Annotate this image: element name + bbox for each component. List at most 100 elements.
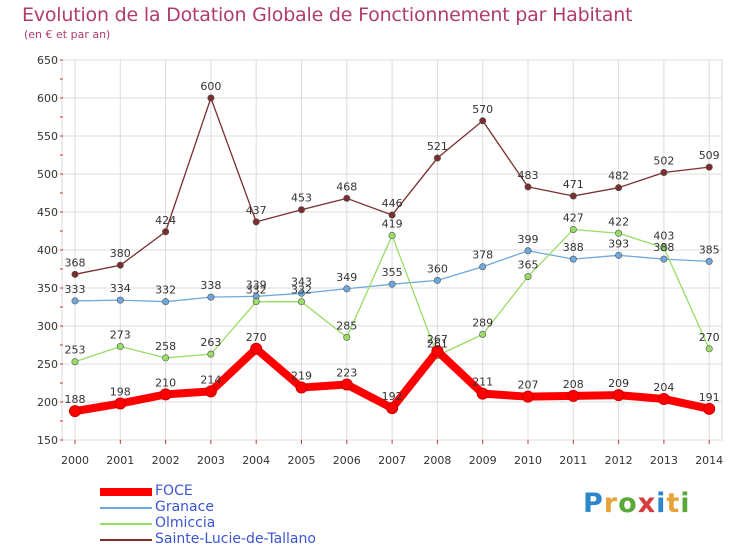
data-label: 343 [291, 275, 312, 288]
data-point [69, 405, 81, 418]
data-label: 422 [608, 215, 629, 228]
data-point [615, 184, 623, 192]
y-tick-label: 200 [37, 396, 58, 409]
data-point [297, 206, 305, 214]
data-label: 521 [427, 140, 448, 153]
data-label: 338 [200, 279, 221, 292]
data-label: 419 [382, 218, 403, 231]
data-point [524, 273, 532, 281]
data-point [660, 244, 668, 252]
data-point [705, 345, 713, 353]
data-point [343, 333, 351, 341]
data-label: 270 [699, 331, 720, 344]
chart-title: Evolution de la Dotation Globale de Fonc… [22, 4, 633, 26]
data-label: 388 [563, 241, 584, 254]
data-label: 570 [472, 103, 493, 116]
data-label: 509 [699, 149, 720, 162]
legend-label-foce: FOCE [155, 483, 193, 499]
data-label: 403 [653, 230, 674, 243]
data-point [388, 232, 396, 240]
data-point [524, 183, 532, 191]
data-point [116, 296, 124, 304]
y-tick-label: 400 [37, 244, 58, 257]
legend-label-sainte-lucie: Sainte-Lucie-de-Tallano [155, 531, 316, 547]
data-label: 211 [472, 376, 493, 389]
data-point [388, 280, 396, 288]
data-point [207, 293, 215, 301]
y-tick-label: 550 [37, 130, 58, 143]
data-label: 388 [653, 241, 674, 254]
data-label: 368 [65, 256, 86, 269]
x-tick-label: 2001 [106, 454, 134, 467]
x-tick-label: 2011 [559, 454, 587, 467]
data-point [71, 297, 79, 305]
data-label: 393 [608, 237, 629, 250]
data-point [433, 276, 441, 284]
legend-label-granace: Granace [155, 499, 214, 515]
x-tick-label: 2010 [514, 454, 542, 467]
data-label: 471 [563, 178, 584, 191]
data-label: 263 [200, 336, 221, 349]
data-label: 380 [110, 247, 131, 260]
data-point [522, 390, 534, 403]
data-point [114, 397, 127, 410]
data-point [524, 247, 532, 255]
data-label: 261 [427, 338, 448, 351]
data-point [388, 211, 396, 219]
legend-swatch-olmiccia [100, 523, 152, 525]
chart-subtitle: (en € et par an) [24, 28, 111, 41]
legend-swatch-foce [100, 488, 152, 496]
x-tick-label: 2007 [378, 454, 406, 467]
data-label: 188 [65, 393, 86, 406]
data-point [660, 168, 668, 176]
data-label: 191 [699, 391, 720, 404]
x-tick-label: 2013 [650, 454, 678, 467]
data-label: 365 [518, 259, 539, 272]
data-point [476, 387, 489, 400]
data-label: 600 [200, 80, 221, 93]
data-label: 332 [246, 284, 267, 297]
data-point [660, 255, 668, 263]
x-tick-label: 2002 [152, 454, 180, 467]
y-tick-label: 300 [37, 320, 58, 333]
data-point [252, 298, 260, 306]
data-point [207, 350, 215, 358]
data-label: 424 [155, 214, 176, 227]
data-point [657, 392, 670, 405]
data-point [162, 298, 170, 306]
data-label: 207 [518, 379, 539, 392]
data-point [204, 385, 217, 398]
data-point [615, 229, 623, 237]
data-label: 360 [427, 262, 448, 275]
data-point [297, 289, 305, 297]
data-point [71, 358, 79, 366]
data-point [705, 163, 713, 171]
y-tick-label: 150 [37, 434, 58, 447]
data-point [343, 285, 351, 293]
x-tick-label: 2009 [469, 454, 497, 467]
data-label: 198 [110, 386, 131, 399]
data-label: 333 [65, 283, 86, 296]
data-point [569, 225, 577, 233]
data-label: 399 [518, 233, 539, 246]
y-tick-label: 350 [37, 282, 58, 295]
data-label: 453 [291, 192, 312, 205]
data-point [703, 402, 716, 415]
x-tick-label: 2000 [61, 454, 89, 467]
data-point [567, 389, 580, 402]
data-label: 349 [336, 271, 357, 284]
legend-swatch-sainte-lucie [100, 539, 152, 541]
legend-swatch-granace [100, 507, 152, 509]
data-label: 219 [291, 370, 312, 383]
data-label: 339 [246, 278, 267, 291]
data-label: 502 [653, 154, 674, 167]
data-label: 204 [653, 381, 674, 394]
data-label: 334 [110, 282, 131, 295]
data-point [297, 298, 305, 306]
x-tick-label: 2008 [423, 454, 451, 467]
y-tick-label: 250 [37, 358, 58, 371]
data-point [207, 94, 215, 102]
data-label: 267 [427, 333, 448, 346]
data-label: 446 [382, 197, 403, 210]
